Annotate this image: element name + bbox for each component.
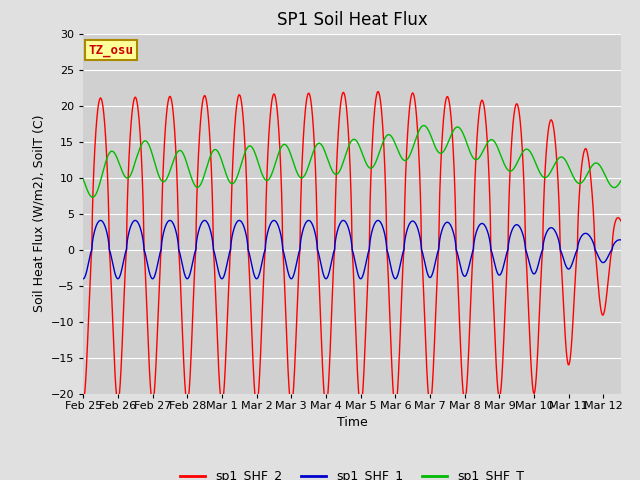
Y-axis label: Soil Heat Flux (W/m2), SoilT (C): Soil Heat Flux (W/m2), SoilT (C) (32, 115, 45, 312)
sp1_SHF_1 (617, 237, 625, 243)
sp1_SHF_1 (481, 222, 488, 228)
sp1_SHF_2 (374, 89, 382, 95)
sp1_SHF_1 (177, 255, 185, 261)
X-axis label: Time: Time (337, 416, 367, 429)
sp1_SHF_2 (481, 107, 488, 112)
sp1_SHF_T (617, 178, 625, 184)
sp1_SHF_1 (285, 271, 292, 277)
sp1_SHF_T (89, 194, 97, 200)
sp1_SHF_1 (79, 276, 87, 282)
sp1_SHF_T (420, 123, 428, 129)
sp1_SHF_T (285, 146, 292, 152)
sp1_SHF_T (402, 157, 410, 163)
sp1_SHF_T (79, 176, 87, 182)
sp1_SHF_2 (429, 371, 437, 377)
sp1_SHF_T (429, 139, 437, 144)
Title: SP1 Soil Heat Flux: SP1 Soil Heat Flux (276, 11, 428, 29)
Text: TZ_osu: TZ_osu (88, 44, 134, 57)
Line: sp1_SHF_2: sp1_SHF_2 (83, 92, 621, 408)
sp1_SHF_T (522, 146, 529, 152)
sp1_SHF_T (177, 148, 185, 154)
Legend: sp1_SHF_2, sp1_SHF_1, sp1_SHF_T: sp1_SHF_2, sp1_SHF_1, sp1_SHF_T (175, 465, 529, 480)
Line: sp1_SHF_1: sp1_SHF_1 (83, 220, 621, 279)
sp1_SHF_2 (617, 218, 625, 224)
sp1_SHF_2 (177, 289, 185, 295)
sp1_SHF_2 (285, 378, 292, 384)
sp1_SHF_2 (402, 168, 410, 173)
sp1_SHF_1 (402, 233, 410, 239)
sp1_SHF_2 (392, 405, 399, 411)
sp1_SHF_1 (429, 269, 436, 275)
sp1_SHF_2 (522, 244, 529, 250)
sp1_SHF_1 (339, 217, 347, 223)
sp1_SHF_2 (79, 398, 87, 404)
sp1_SHF_1 (522, 244, 529, 250)
Line: sp1_SHF_T: sp1_SHF_T (83, 126, 621, 197)
sp1_SHF_T (481, 145, 488, 151)
